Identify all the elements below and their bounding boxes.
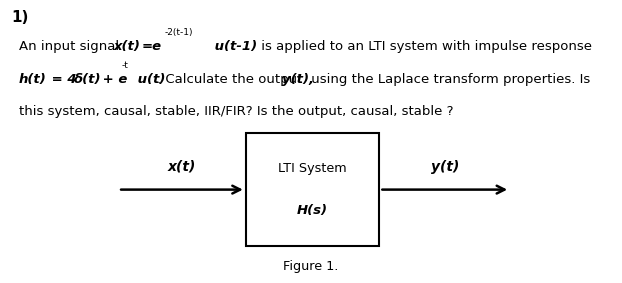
Text: -t: -t xyxy=(122,61,129,70)
Text: = 4: = 4 xyxy=(47,73,77,86)
Text: H(s): H(s) xyxy=(297,204,328,217)
Text: y(t),: y(t), xyxy=(282,73,313,86)
Text: this system, causal, stable, IIR/FIR? Is the output, causal, stable ?: this system, causal, stable, IIR/FIR? Is… xyxy=(19,105,453,118)
Text: h(t): h(t) xyxy=(19,73,47,86)
Text: x(t): x(t) xyxy=(168,160,196,174)
Text: y(t): y(t) xyxy=(430,160,459,174)
Text: u(t-1): u(t-1) xyxy=(210,40,258,53)
Text: is applied to an LTI system with impulse response: is applied to an LTI system with impulse… xyxy=(257,40,592,53)
Text: An input signal: An input signal xyxy=(19,40,123,53)
Text: =e: =e xyxy=(142,40,162,53)
Text: δ(t): δ(t) xyxy=(73,73,101,86)
Text: using the Laplace transform properties. Is: using the Laplace transform properties. … xyxy=(307,73,590,86)
Text: LTI System: LTI System xyxy=(278,162,347,175)
Text: Figure 1.: Figure 1. xyxy=(283,260,339,273)
Text: + e: + e xyxy=(98,73,128,86)
Text: -2(t-1): -2(t-1) xyxy=(165,28,193,37)
Bar xyxy=(246,133,379,246)
Text: x(t): x(t) xyxy=(113,40,140,53)
Text: 1): 1) xyxy=(11,10,29,25)
Text: . Calculate the output: . Calculate the output xyxy=(157,73,307,86)
Text: u(t): u(t) xyxy=(133,73,165,86)
